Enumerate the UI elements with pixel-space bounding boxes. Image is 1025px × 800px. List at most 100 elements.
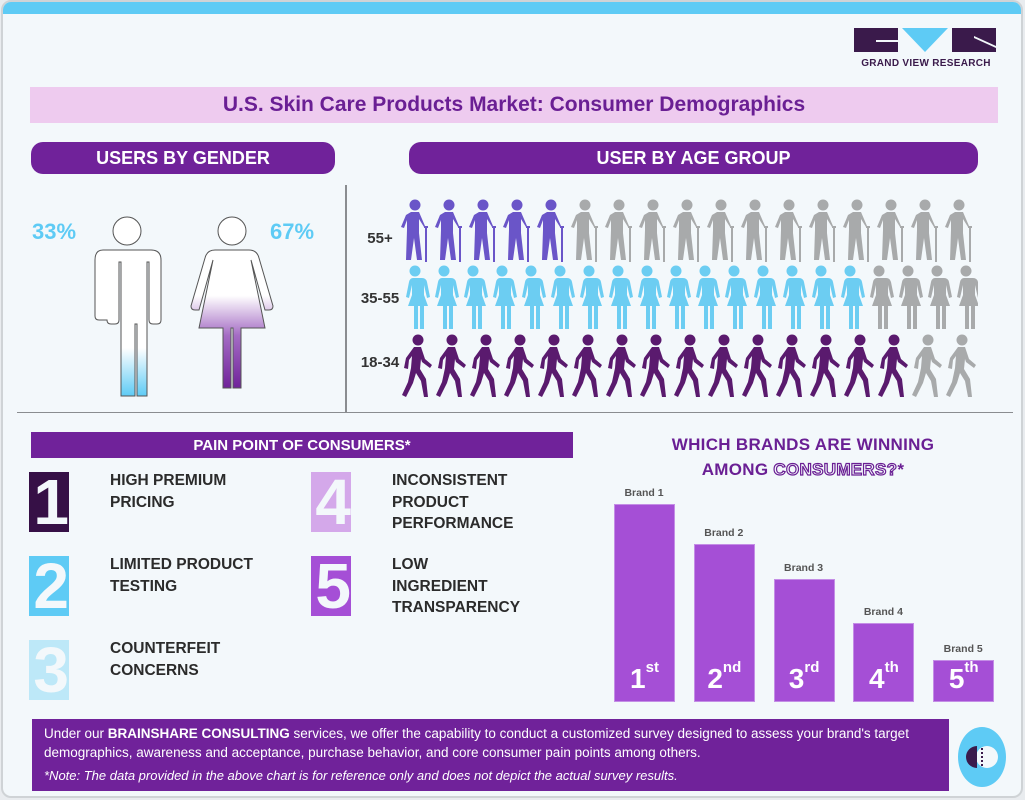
pain-point-line: INCONSISTENT (392, 472, 508, 489)
female-figure-icon (190, 216, 274, 389)
man-woman-pair-icon (870, 265, 894, 329)
rank-label: 4th (869, 658, 899, 694)
walking-person-icon (470, 334, 500, 397)
age-label-18-34: 18-34 (360, 354, 400, 371)
male-figure-icon (94, 216, 162, 397)
elderly-person-with-cane-icon (605, 199, 632, 262)
man-woman-pair-icon (899, 265, 923, 329)
vertical-divider (345, 185, 347, 413)
man-woman-pair-icon (435, 265, 459, 329)
pain-point-line: HIGH PREMIUM (110, 472, 227, 489)
age-row-55-plus (401, 198, 978, 262)
rank-label: 3rd (788, 658, 820, 694)
man-woman-pair-icon (580, 265, 604, 329)
elderly-person-with-cane-icon (775, 199, 802, 262)
walking-person-icon (844, 334, 874, 397)
elderly-person-with-cane-icon (911, 199, 938, 262)
pain-points-header: PAIN POINT OF CONSUMERS* (31, 432, 573, 458)
elderly-person-with-cane-icon (809, 199, 836, 262)
man-woman-pair-icon (928, 265, 952, 329)
pain-point-text: INCONSISTENT PRODUCT PERFORMANCE (392, 470, 562, 535)
walking-person-icon (606, 334, 636, 397)
elderly-person-with-cane-icon (741, 199, 768, 262)
man-woman-pair-icon (841, 265, 865, 329)
walking-person-icon (572, 334, 602, 397)
walking-person-icon (436, 334, 466, 397)
footer-text: Under our BRAINSHARE CONSULTING services… (44, 724, 937, 762)
man-woman-pair-icon (754, 265, 778, 329)
age-label-35-55: 35-55 (360, 290, 400, 307)
age-header: USER BY AGE GROUP (409, 142, 978, 174)
man-woman-pair-icon (464, 265, 488, 329)
top-accent-band (3, 2, 1021, 14)
pain-point-line: LOW (392, 556, 429, 573)
brand-label: Brand 2 (704, 526, 744, 539)
age-label-55-plus: 55+ (367, 230, 393, 247)
pain-point-line: COUNTERFEIT (110, 640, 221, 657)
elderly-person-with-cane-icon (843, 199, 870, 262)
pain-point-line: LIMITED PRODUCT (110, 556, 253, 573)
man-woman-pair-icon (406, 265, 430, 329)
walking-person-icon (810, 334, 840, 397)
logo-text: GRAND VIEW RESEARCH (861, 58, 991, 69)
brands-title-outline: CONSUMERS? (773, 459, 898, 479)
brand-label: Brand 1 (624, 487, 664, 499)
walking-person-icon (742, 334, 772, 397)
brand-label: Brand 3 (784, 562, 824, 575)
elderly-person-with-cane-icon (877, 199, 904, 262)
pain-point-line: INGREDIENT (392, 577, 488, 595)
gender-header: USERS BY GENDER (31, 142, 335, 174)
pain-point-line: CONCERNS (110, 661, 199, 679)
age-row-35-55 (401, 265, 978, 329)
footer-brainshare: BRAINSHARE CONSULTING (107, 726, 290, 741)
pain-point-text: LIMITED PRODUCT TESTING (110, 554, 280, 597)
pain-point-number-2: 2 (29, 556, 69, 616)
pain-point-text: HIGH PREMIUM PRICING (110, 470, 280, 513)
brand-bar: 1st (614, 504, 675, 702)
rank-label: 1st (630, 659, 659, 694)
footer-pre: Under our (44, 726, 108, 741)
walking-person-icon (776, 334, 806, 397)
pain-point-number-5: 5 (311, 556, 351, 616)
elderly-person-with-cane-icon (469, 199, 496, 262)
footer-post: services, we offer the capability to con… (44, 726, 909, 760)
brand-label: Brand 4 (863, 605, 903, 618)
horizontal-divider (17, 412, 1013, 413)
elderly-person-with-cane-icon (435, 199, 462, 262)
pain-point-line: TESTING (110, 577, 178, 595)
brand-bar: 2nd (693, 543, 755, 702)
title-band: U.S. Skin Care Products Market: Consumer… (30, 87, 998, 123)
walking-person-icon (946, 334, 976, 397)
pain-point-text: COUNTERFEIT CONCERNS (110, 638, 280, 681)
pain-point-line: PERFORMANCE (392, 515, 514, 532)
male-percentage: 33% (32, 219, 77, 244)
female-percentage: 67% (270, 219, 315, 244)
man-woman-pair-icon (551, 265, 575, 329)
walking-person-icon (504, 334, 534, 397)
brand-bar: 4th (853, 622, 915, 702)
walking-person-icon (878, 334, 908, 397)
pain-point-number-4: 4 (311, 472, 351, 532)
man-woman-pair-icon (493, 265, 517, 329)
elderly-person-with-cane-icon (673, 199, 700, 262)
man-woman-pair-icon (725, 265, 749, 329)
brands-title: WHICH BRANDS ARE WINNING AMONG CONSUMERS… (623, 432, 983, 482)
pain-point-line: PRODUCT (392, 493, 469, 511)
man-woman-pair-icon (812, 265, 836, 329)
brands-title-line1: WHICH BRANDS ARE WINNING (671, 435, 935, 454)
man-woman-pair-icon (696, 265, 720, 329)
man-woman-pair-icon (609, 265, 633, 329)
page-title: U.S. Skin Care Products Market: Consumer… (222, 93, 806, 116)
brands-title-plain: AMONG (701, 460, 774, 479)
elderly-person-with-cane-icon (639, 199, 666, 262)
footer-band: Under our BRAINSHARE CONSULTING services… (32, 719, 949, 791)
pain-point-line: PRICING (110, 493, 175, 511)
brainshare-logo-icon (958, 727, 1006, 787)
footer-note: *Note: The data provided in the above ch… (44, 768, 678, 783)
brand-bar: 3rd (773, 579, 835, 702)
elderly-person-with-cane-icon (503, 199, 530, 262)
pain-point-number-1: 1 (29, 472, 69, 532)
pain-point-number-3: 3 (29, 640, 69, 700)
brand-bar: 5th (933, 659, 995, 702)
